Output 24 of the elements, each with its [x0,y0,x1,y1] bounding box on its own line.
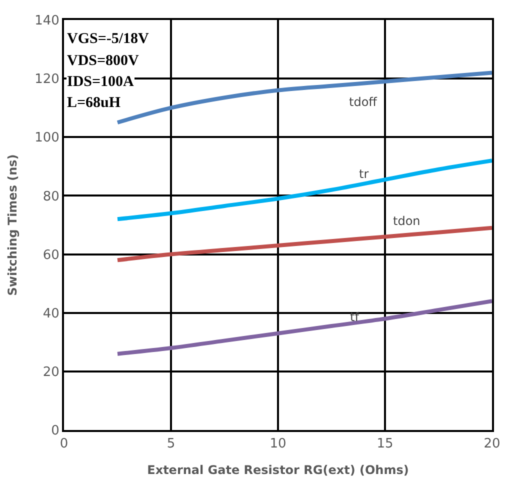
y-tick-label: 40 [42,306,60,322]
y-tick-label: 140 [34,14,60,29]
annotation: VDS=800V [67,53,140,69]
series-label: tdon [393,214,420,228]
x-tick-label: 15 [376,436,394,452]
series-label: tf [350,310,360,324]
annotation: VGS=-5/18V [67,31,150,47]
x-tick-label: 10 [270,436,286,452]
line-series [116,299,492,356]
x-tick-label: 20 [484,436,500,452]
y-tick-label: 120 [34,72,60,88]
y-tick-label: 20 [42,364,60,380]
series-label: tr [359,167,369,181]
annotation: IDS=100A [67,74,134,90]
line-series [116,226,492,262]
y-tick-label: 100 [34,130,60,146]
y-tick-label: 80 [42,189,60,204]
y-axis-title: Switching Times (ns) [5,154,20,296]
x-axis-title: External Gate Resistor RG(ext) (Ohms) [147,463,409,477]
series-label: tdoff [349,95,378,109]
x-tick-label: 5 [166,436,176,452]
y-tick-label: 60 [42,248,60,263]
annotation: L=68uH [67,95,121,111]
y-tick-label: 0 [51,424,60,439]
